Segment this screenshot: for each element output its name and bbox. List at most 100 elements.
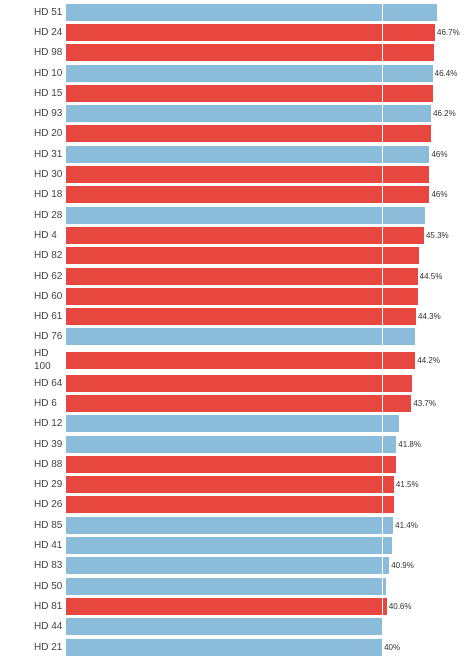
bar — [66, 435, 397, 453]
bar — [66, 44, 435, 62]
bar-row: HD 30 — [0, 164, 474, 184]
bar — [66, 186, 430, 204]
value-label: 44.2% — [417, 355, 440, 365]
bar-row: HD 4 45.3% — [0, 225, 474, 245]
category-label: HD 76 — [34, 331, 63, 343]
category-label: HD 81 — [34, 600, 63, 612]
bar — [66, 105, 432, 123]
bar-row: HD 98 — [0, 43, 474, 63]
bar — [66, 394, 412, 412]
bar — [66, 577, 387, 595]
category-label: HD 83 — [34, 560, 63, 572]
category-label: HD 85 — [34, 519, 63, 531]
bar — [66, 455, 396, 473]
category-label: HD 51 — [34, 6, 63, 18]
bar — [66, 415, 399, 433]
value-label: 46% — [431, 190, 448, 200]
category-label: HD 10 — [34, 67, 63, 79]
bar — [66, 23, 436, 41]
bar-row: HD 60 — [0, 286, 474, 306]
bar — [66, 287, 418, 305]
category-label: HD 18 — [34, 189, 63, 201]
bar — [66, 537, 392, 555]
category-label: HD 31 — [34, 148, 63, 160]
bar-row: HD 39 41.8% — [0, 434, 474, 454]
bar-row: HD 50 — [0, 576, 474, 596]
bar — [66, 328, 416, 346]
bar-row: HD 41 — [0, 535, 474, 555]
category-label: HD 98 — [34, 47, 63, 59]
bar-row: HD 76 — [0, 327, 474, 347]
category-label: HD 12 — [34, 418, 63, 430]
bar-row: HD 21 40% — [0, 637, 474, 657]
bar-row: HD 100 44.2% — [0, 347, 474, 373]
reference-line — [382, 0, 384, 660]
value-label: 43.7% — [413, 398, 436, 408]
category-label: HD 28 — [34, 209, 63, 221]
bar-row: HD 10 46.4% — [0, 63, 474, 83]
bar — [66, 206, 425, 224]
bar — [66, 476, 394, 494]
bar-row: HD 85 41.4% — [0, 515, 474, 535]
bar-row: HD 51 — [0, 2, 474, 22]
bar — [66, 351, 416, 369]
category-label: HD 93 — [34, 108, 63, 120]
value-label: 46.2% — [433, 109, 456, 119]
value-label: 46.4% — [434, 68, 458, 78]
category-label: HD 6 — [34, 397, 57, 409]
value-label: 41.8% — [398, 439, 421, 449]
category-label: HD 20 — [34, 128, 63, 140]
bar-row: HD 93 46.2% — [0, 103, 474, 123]
category-label: HD 44 — [34, 621, 63, 633]
category-label: HD 21 — [34, 641, 63, 653]
bar — [66, 145, 430, 163]
category-label: HD 61 — [34, 311, 63, 323]
bar — [66, 557, 390, 575]
bar — [66, 125, 432, 143]
bar — [66, 516, 394, 534]
category-label: HD 15 — [34, 87, 63, 99]
category-label: HD 50 — [34, 580, 63, 592]
category-label: HD 62 — [34, 270, 63, 282]
value-label: 46% — [431, 149, 448, 159]
bar — [66, 267, 418, 285]
bar-row: HD 26 — [0, 495, 474, 515]
bar-row: HD 6 43.7% — [0, 393, 474, 413]
bar — [66, 3, 437, 21]
bar-row: HD 12 — [0, 414, 474, 434]
bar — [66, 84, 433, 102]
category-label: HD 41 — [34, 540, 63, 552]
value-label: 44.5% — [419, 271, 443, 281]
value-label: 41.5% — [395, 480, 419, 490]
category-label: HD 82 — [34, 250, 63, 262]
bar — [66, 166, 430, 184]
category-label: HD 64 — [34, 377, 63, 389]
bar-row: HD 82 — [0, 246, 474, 266]
category-label: HD 60 — [34, 290, 63, 302]
bar — [66, 247, 420, 265]
bar-row: HD 20 — [0, 124, 474, 144]
value-label: 44.3% — [418, 312, 441, 322]
bar-row: HD 88 — [0, 454, 474, 474]
category-label: HD 100 — [34, 348, 51, 373]
bar — [66, 597, 387, 615]
bar — [66, 638, 383, 656]
bar-row: HD 62 44.5% — [0, 266, 474, 286]
bar — [66, 374, 413, 392]
bar-row: HD 31 46% — [0, 144, 474, 164]
bar-row: HD 15 — [0, 83, 474, 103]
category-label: HD 30 — [34, 169, 63, 181]
value-label: 46.7% — [437, 27, 460, 37]
bar-row: HD 24 46.7% — [0, 22, 474, 42]
category-label: HD 24 — [34, 26, 63, 38]
value-label: 41.4% — [395, 520, 418, 530]
bar-row: HD 64 — [0, 373, 474, 393]
category-label: HD 26 — [34, 499, 63, 511]
bar — [66, 226, 424, 244]
category-label: HD 39 — [34, 438, 63, 450]
value-label: 45.3% — [425, 230, 449, 240]
category-label: HD 29 — [34, 479, 63, 491]
bar-row: HD 29 41.5% — [0, 475, 474, 495]
bar-row: HD 81 40.6% — [0, 596, 474, 616]
